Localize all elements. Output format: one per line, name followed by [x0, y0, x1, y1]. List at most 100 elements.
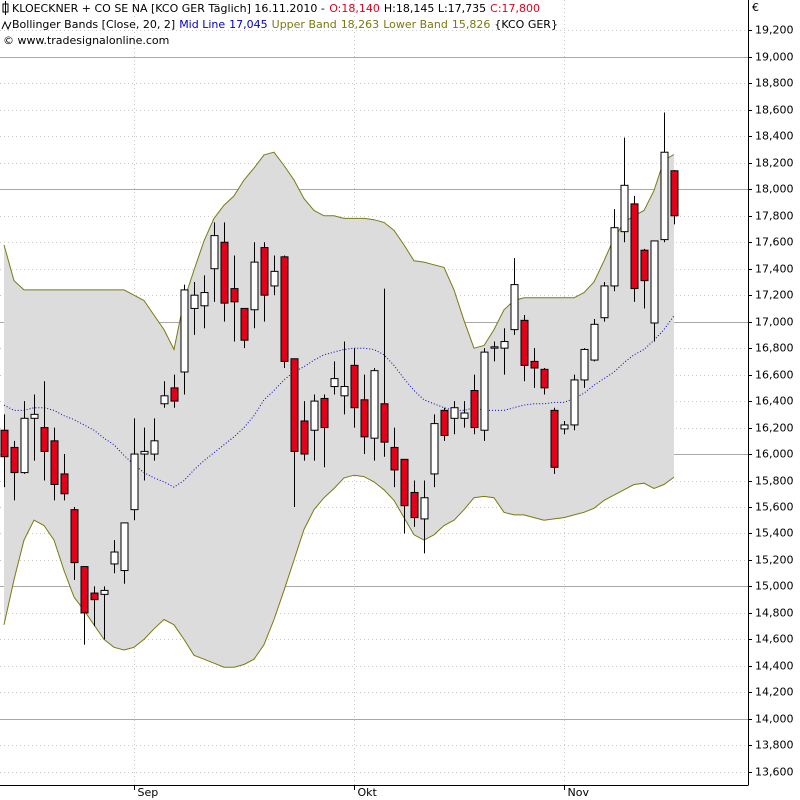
candle-body: [160, 395, 169, 405]
candle-body: [540, 368, 549, 389]
candle-body: [230, 288, 239, 303]
candle-body: [520, 319, 529, 366]
candle-body: [320, 397, 329, 429]
candle-body: [620, 184, 629, 233]
candle-body: [380, 403, 389, 443]
currency-label: €: [752, 1, 759, 14]
candle-body: [10, 446, 19, 474]
candle-body: [190, 294, 199, 309]
candle-body: [130, 453, 139, 511]
candle-body: [90, 592, 99, 601]
candle-body: [600, 285, 609, 319]
y-tick-label: 15,600: [755, 501, 794, 514]
y-tick-label: 19,000: [755, 51, 794, 64]
candle-body: [40, 427, 49, 452]
candle-body: [660, 151, 669, 241]
symbol: {KCO GER}: [494, 18, 558, 31]
candle-body: [330, 378, 339, 388]
candle-body: [60, 473, 69, 495]
candle-body: [480, 351, 489, 431]
candle-body: [590, 323, 599, 361]
y-tick-label: 13,800: [755, 739, 794, 752]
candle-body: [420, 497, 429, 520]
y-tick-label: 13,600: [755, 766, 794, 779]
candle-body: [270, 270, 279, 287]
candles: [0, 112, 679, 645]
candle-body: [220, 241, 229, 304]
x-tick-label: Nov: [568, 786, 590, 799]
y-tick-label: 14,400: [755, 660, 794, 673]
candle-body: [400, 458, 409, 507]
candle-body: [120, 522, 129, 572]
candle-body: [630, 203, 639, 290]
header-close: C:17,800: [490, 2, 540, 15]
lower-band: [3, 474, 675, 668]
y-tick-label: 18,600: [755, 104, 794, 117]
mid-line: [3, 315, 675, 488]
y-tick-label: 14,200: [755, 686, 794, 699]
y-tick-label: 17,800: [755, 210, 794, 223]
candle-body: [490, 346, 499, 349]
candle-body: [360, 399, 369, 438]
candle-body: [340, 386, 349, 397]
band-fill: [4, 152, 674, 668]
candle-body: [640, 249, 649, 282]
upper-band: [3, 151, 675, 352]
candle-body: [140, 450, 149, 455]
y-tick-label: 17,000: [755, 316, 794, 329]
candle-body: [450, 407, 459, 419]
header-line-2: Bollinger Bands [Close, 20, 2] Mid Line 17…: [12, 18, 558, 31]
candle-body: [550, 409, 559, 468]
candle-body: [20, 417, 29, 474]
candle-body: [530, 360, 539, 369]
candle-body: [0, 429, 9, 458]
y-tick-label: 18,000: [755, 183, 794, 196]
candle-body: [80, 566, 89, 614]
y-tick-label: 16,800: [755, 342, 794, 355]
x-tick-label: Sep: [138, 786, 159, 799]
candle-body: [30, 413, 39, 419]
y-tick-label: 16,400: [755, 395, 794, 408]
candle-body: [240, 307, 249, 341]
candle-body: [180, 289, 189, 373]
y-tick-label: 15,400: [755, 527, 794, 540]
legend-mid-name: Mid Line: [179, 18, 225, 31]
y-tick-label: 16,600: [755, 369, 794, 382]
y-tick-label: 17,600: [755, 236, 794, 249]
y-tick-label: 18,400: [755, 130, 794, 143]
candle-body: [150, 440, 159, 455]
header-high-low: H:18,145 L:17,735: [384, 2, 486, 15]
candle-body: [50, 440, 59, 486]
legend-lower-name: Lower Band: [383, 18, 448, 31]
indicator-name: Bollinger Bands [Close, 20, 2]: [12, 18, 175, 31]
legend-mid-value: 17,045: [229, 18, 268, 31]
header-title: KLOECKNER + CO SE NA [KCO GER Täglich] 1…: [12, 2, 325, 15]
y-tick-label: 16,000: [755, 448, 794, 461]
candle-body: [500, 341, 509, 349]
candle-body: [250, 261, 259, 311]
candle-body: [410, 491, 419, 519]
y-tick-label: 15,800: [755, 475, 794, 488]
candle-body: [200, 292, 209, 307]
legend-upper-value: 18,263: [341, 18, 380, 31]
candle-body: [300, 420, 309, 455]
candle-body: [510, 284, 519, 331]
y-tick-label: 14,000: [755, 713, 794, 726]
candle-body: [470, 390, 479, 429]
y-tick-label: 18,200: [755, 157, 794, 170]
y-tick-label: 15,200: [755, 554, 794, 567]
x-tick-label: Okt: [358, 786, 378, 799]
candle-body: [210, 235, 219, 270]
candle-body: [260, 247, 269, 296]
legend-lower-value: 15,826: [452, 18, 491, 31]
y-tick-label: 17,200: [755, 289, 794, 302]
copyright: © www.tradesignalonline.com: [3, 34, 169, 47]
candle-body: [460, 412, 469, 419]
y-tick-label: 17,400: [755, 263, 794, 276]
header-line-1: KLOECKNER + CO SE NA [KCO GER Täglich] 1…: [12, 2, 540, 15]
y-tick-label: 16,200: [755, 422, 794, 435]
candle-body: [440, 409, 449, 437]
indicator-icon: [1, 20, 12, 31]
